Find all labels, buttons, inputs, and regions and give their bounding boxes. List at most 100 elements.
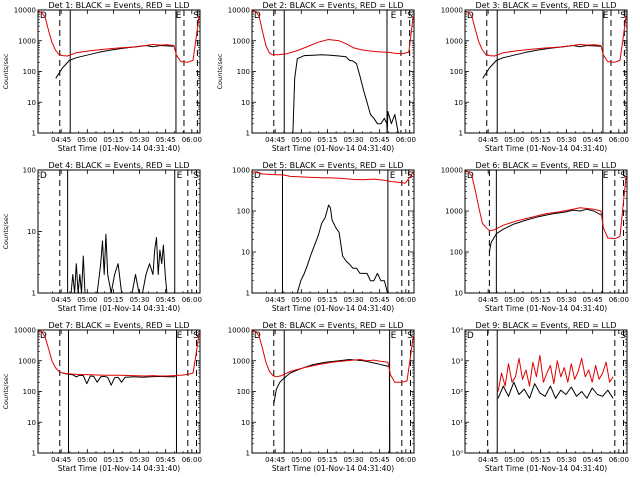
y-tick-label: 1000 [445,37,463,45]
x-tick-label: 05:15 [317,136,337,144]
detector-plot-8: Det 8: BLACK = Events, RED = LLD 1 10 100 10… [228,321,416,473]
series-line-events [55,45,174,79]
x-tick-label: 05:00 [77,296,97,304]
x-tick-label: 05:00 [291,136,311,144]
plot-title: Det 2: BLACK = Events, RED = LLD [263,1,404,10]
x-tick-label: 05:00 [504,456,524,464]
x-axis-label: Start Time (01-Nov-14 04:31:40) [58,464,180,473]
flag-label: E [603,171,609,181]
x-tick-label: 06:00 [609,296,629,304]
flag-label: D [467,331,474,341]
flag-label: S [193,171,199,181]
y-tick-label: 10¹ [451,419,463,427]
flag-label: D [254,11,261,21]
detector-plot-3: Det 3: BLACK = Events, RED = LLD 1 10 100 10… [441,1,629,153]
x-tick-label: 05:00 [77,136,97,144]
y-tick-label: 1 [459,130,463,138]
x-tick-label: 05:00 [504,136,524,144]
series-line-events [497,381,614,399]
plot-frame [251,169,415,294]
x-tick-label: 06:00 [396,136,416,144]
series-line-lld [37,10,200,63]
x-tick-label: 05:30 [343,296,363,304]
flag-label: D [254,331,261,341]
flag-label: E [603,11,609,21]
y-tick-label: 10000 [14,327,36,335]
detector-plot-7: Det 7: BLACK = Events, RED = LLD 1 10 100 10… [2,321,202,473]
flag-label: S [193,331,199,341]
y-tick-label: 10² [451,388,463,396]
x-tick-label: 05:45 [370,296,390,304]
x-tick-label: 05:45 [370,136,390,144]
y-tick-label: 100 [23,68,36,76]
x-tick-label: 05:15 [317,296,337,304]
y-tick-label: 1 [32,130,36,138]
plot-frame [464,329,628,454]
y-tick-label: 10000 [441,167,463,175]
flag-label: S [620,331,626,341]
y-tick-label: 10 [454,290,463,298]
y-tick-label: 100 [23,388,36,396]
series-line-lld [251,10,414,56]
series-line-lld [251,171,414,184]
y-tick-label: 10 [241,249,250,257]
x-tick-label: 05:30 [556,456,576,464]
flag-label: E [176,11,182,21]
y-tick-label: 1000 [232,37,250,45]
x-tick-label: 04:45 [478,296,498,304]
x-axis-label: Start Time (01-Nov-14 04:31:40) [272,464,394,473]
series-line-lld [464,170,627,240]
y-tick-label: 100 [23,167,36,175]
x-tick-label: 05:15 [530,296,550,304]
series-line-lld [497,354,614,392]
y-tick-label: 1 [246,130,250,138]
y-tick-label: 10⁰ [451,450,463,458]
x-tick-label: 04:45 [51,136,71,144]
plot-frame [37,169,201,294]
series-line-events [273,359,391,454]
plot-frame [464,169,628,294]
x-tick-label: 06:00 [396,456,416,464]
y-tick-label: 10⁴ [451,327,463,335]
y-tick-label: 10 [241,99,250,107]
x-tick-label: 06:00 [182,456,202,464]
x-axis-label: Start Time (01-Nov-14 04:31:40) [58,304,180,313]
x-axis-label: Start Time (01-Nov-14 04:31:40) [485,304,607,313]
y-tick-label: 10 [27,419,36,427]
x-tick-label: 05:15 [103,136,123,144]
x-tick-label: 05:30 [556,296,576,304]
plot-frame [251,9,415,134]
y-tick-label: 1 [32,290,36,298]
y-tick-label: 100 [450,249,463,257]
x-tick-label: 05:30 [556,136,576,144]
flag-label: E [177,331,183,341]
flag-label: S [620,171,626,181]
x-tick-label: 06:00 [182,296,202,304]
x-tick-label: 05:00 [291,296,311,304]
flag-label: E [391,331,397,341]
x-tick-label: 05:15 [103,296,123,304]
x-tick-label: 04:45 [51,456,71,464]
flag-label: D [467,171,474,181]
y-axis-label: Counts/sec [2,53,10,89]
x-tick-label: 05:15 [317,456,337,464]
plot-title: Det 3: BLACK = Events, RED = LLD [476,1,617,10]
x-tick-label: 04:45 [478,136,498,144]
series-line-lld [37,330,200,377]
x-tick-label: 05:30 [129,296,149,304]
x-tick-label: 06:00 [182,136,202,144]
flag-label: S [620,11,626,21]
flag-label: S [407,11,413,21]
flag-label: S [193,11,199,21]
x-tick-label: 05:15 [103,456,123,464]
y-tick-label: 1 [32,450,36,458]
y-tick-label: 100 [450,68,463,76]
plot-frame [37,9,201,134]
y-tick-label: 100 [237,68,250,76]
y-tick-label: 10³ [451,357,463,365]
plot-title: Det 7: BLACK = Events, RED = LLD [49,321,190,330]
x-tick-label: 06:00 [396,296,416,304]
x-tick-label: 04:45 [478,456,498,464]
x-tick-label: 05:30 [129,136,149,144]
